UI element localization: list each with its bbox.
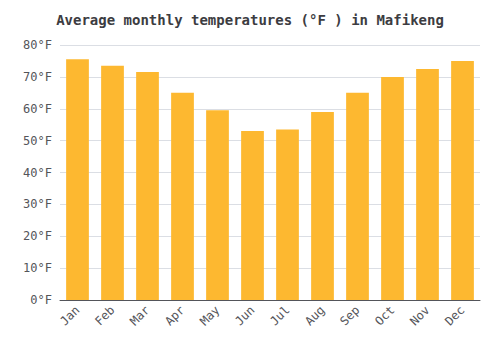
svg-text:30°F: 30°F	[23, 197, 52, 211]
svg-text:May: May	[197, 303, 222, 328]
svg-text:10°F: 10°F	[23, 261, 52, 275]
svg-text:Jul: Jul	[267, 303, 292, 328]
svg-text:0°F: 0°F	[30, 293, 52, 307]
svg-text:50°F: 50°F	[23, 134, 52, 148]
svg-text:Sep: Sep	[337, 303, 362, 328]
svg-text:Dec: Dec	[442, 303, 467, 328]
svg-text:Jan: Jan	[57, 303, 82, 328]
svg-text:70°F: 70°F	[23, 70, 52, 84]
svg-text:60°F: 60°F	[23, 102, 52, 116]
svg-text:Average monthly temperatures (: Average monthly temperatures (°F ) in Ma…	[56, 12, 444, 28]
svg-text:Mar: Mar	[127, 303, 152, 328]
svg-text:20°F: 20°F	[23, 229, 52, 243]
svg-text:Feb: Feb	[92, 303, 117, 328]
svg-text:80°F: 80°F	[23, 38, 52, 52]
svg-text:Nov: Nov	[407, 303, 432, 328]
svg-text:Jun: Jun	[232, 303, 257, 328]
svg-text:Apr: Apr	[162, 303, 187, 328]
svg-text:Oct: Oct	[372, 303, 397, 328]
svg-text:Aug: Aug	[302, 303, 327, 328]
svg-text:40°F: 40°F	[23, 166, 52, 180]
